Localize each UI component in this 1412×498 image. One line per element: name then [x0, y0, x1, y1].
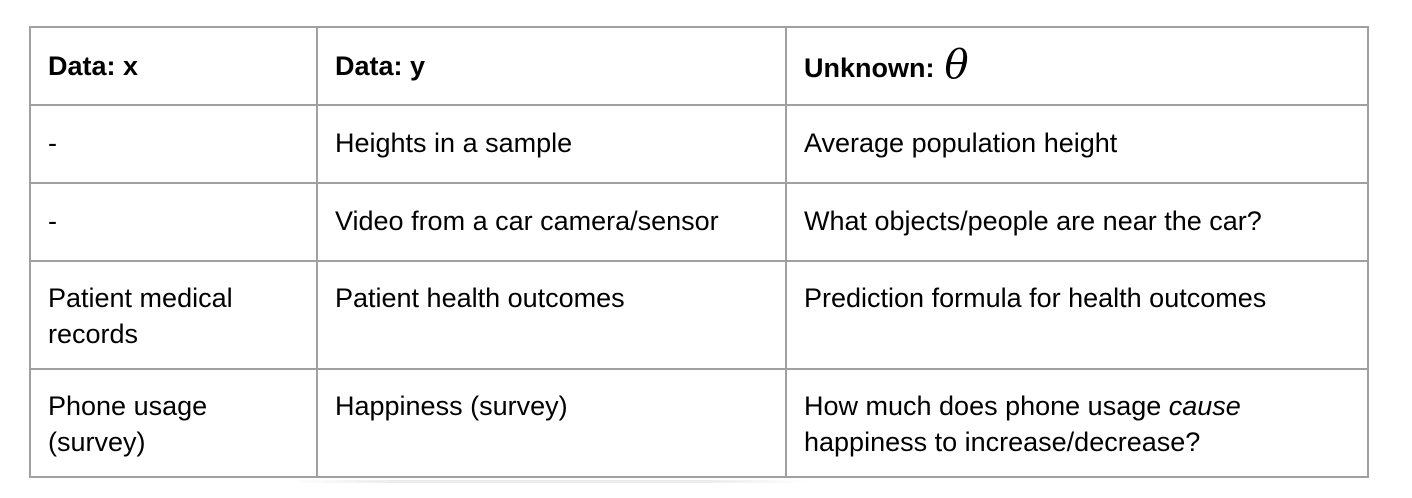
cell-unknown: Prediction formula for health outcomes — [785, 260, 1369, 370]
cell-data-y: Happiness (survey) — [316, 368, 787, 478]
cell-unknown: What objects/people are near the car? — [785, 182, 1369, 262]
cell-data-x: - — [29, 104, 318, 184]
cell-unknown-emphasis: cause — [1168, 391, 1241, 421]
theta-symbol: θ — [944, 42, 969, 88]
table-header-row: Data: x Data: y Unknown: θ — [29, 26, 1369, 106]
page-edge-shadow — [290, 480, 810, 483]
table-row: - Video from a car camera/sensor What ob… — [29, 182, 1369, 262]
header-unknown: Unknown: θ — [785, 26, 1369, 106]
cell-data-y: Video from a car camera/sensor — [316, 182, 787, 262]
cell-unknown-text-after: happiness to increase/decrease? — [804, 427, 1201, 457]
cell-unknown-text-before: How much does phone usage — [804, 391, 1169, 421]
data-unknown-table: Data: x Data: y Unknown: θ - Heights in a… — [29, 26, 1369, 478]
header-data-y: Data: y — [316, 26, 787, 106]
cell-data-y: Heights in a sample — [316, 104, 787, 184]
header-unknown-label: Unknown: — [804, 53, 935, 83]
cell-unknown: Average population height — [785, 104, 1369, 184]
cell-unknown: How much does phone usage cause happines… — [785, 368, 1369, 478]
header-data-x: Data: x — [29, 26, 318, 106]
cell-data-x: Patient medical records — [29, 260, 318, 370]
cell-data-x: - — [29, 182, 318, 262]
cell-data-x: Phone usage (survey) — [29, 368, 318, 478]
table-row: Phone usage (survey) Happiness (survey) … — [29, 368, 1369, 478]
cell-data-y: Patient health outcomes — [316, 260, 787, 370]
table-row: Patient medical records Patient health o… — [29, 260, 1369, 370]
table-row: - Heights in a sample Average population… — [29, 104, 1369, 184]
